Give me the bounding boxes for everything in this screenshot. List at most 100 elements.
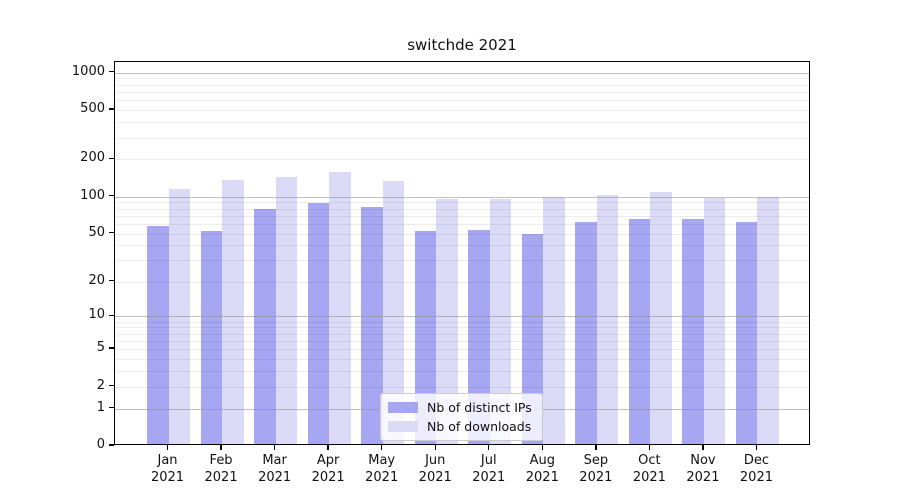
x-tick-label-feb: Feb 2021: [204, 453, 238, 485]
bar-downloads-nov: [703, 197, 726, 444]
x-tick-nov: [702, 445, 704, 450]
y-tick-label-0: 0: [96, 437, 105, 452]
bar-downloads-aug: [543, 197, 565, 444]
bar-distinct-ips-apr: [307, 203, 330, 444]
x-tick-label-jun: Jun 2021: [418, 453, 452, 485]
y-tick-label-200: 200: [80, 150, 105, 166]
bar-downloads-apr: [329, 171, 351, 444]
y-tick-0: [109, 444, 114, 446]
y-tick-500: [109, 108, 114, 110]
x-tick-apr: [327, 445, 329, 450]
y-tick-50: [109, 231, 114, 234]
x-tick-sep: [595, 445, 597, 450]
bar-downloads-jun: [436, 199, 458, 444]
legend-swatch-downloads: [388, 421, 418, 432]
bar-downloads-may: [382, 180, 405, 444]
gridline-1000: [115, 72, 809, 74]
y-tick-label-5: 5: [96, 340, 105, 356]
x-tick-label-apr: Apr 2021: [311, 453, 345, 485]
gridline-300: [115, 137, 809, 139]
x-tick-label-sep: Sep 2021: [579, 453, 613, 485]
legend-label-distinct-ips: Nb of distinct IPs: [427, 400, 532, 415]
x-tick-label-jul: Jul 2021: [472, 453, 506, 485]
bar-distinct-ips-sep: [575, 221, 597, 444]
bar-distinct-ips-jan: [147, 225, 169, 444]
bar-downloads-jul: [489, 198, 512, 444]
gridline-8: [115, 327, 809, 329]
y-tick-label-2: 2: [96, 377, 105, 393]
x-tick-jun: [434, 445, 436, 450]
x-tick-label-may: May 2021: [365, 453, 399, 485]
bar-distinct-ips-aug: [521, 233, 544, 444]
gridline-400: [115, 122, 809, 124]
gridline-80: [115, 208, 809, 210]
y-tick-1000: [109, 71, 114, 73]
gridline-4: [115, 359, 809, 361]
gridline-30: [115, 260, 809, 262]
bar-distinct-ips-jul: [468, 229, 490, 444]
x-tick-label-mar: Mar 2021: [258, 453, 292, 485]
gridline-10: [115, 316, 809, 318]
bar-distinct-ips-jun: [414, 230, 437, 444]
x-tick-label-nov: Nov 2021: [686, 453, 720, 485]
gridline-200: [115, 159, 809, 161]
x-tick-oct: [648, 445, 651, 450]
gridline-50: [115, 233, 809, 235]
bar-distinct-ips-mar: [254, 209, 276, 444]
x-tick-label-jan: Jan 2021: [150, 453, 185, 485]
gridline-2: [115, 386, 809, 388]
y-tick-200: [109, 157, 114, 160]
y-tick-2: [109, 384, 114, 387]
gridline-6: [115, 340, 809, 342]
gridline-100: [115, 196, 809, 198]
bar-distinct-ips-oct: [628, 219, 651, 444]
plot-area: Nb of distinct IPs Nb of downloads: [114, 61, 810, 445]
x-tick-label-aug: Aug 2021: [525, 453, 559, 485]
gridline-900: [115, 78, 809, 80]
y-tick-label-50: 50: [88, 224, 105, 240]
bar-downloads-sep: [596, 194, 619, 444]
y-tick-label-500: 500: [80, 101, 105, 117]
x-tick-dec: [755, 445, 758, 450]
legend-row-downloads: Nb of downloads: [388, 419, 532, 434]
y-tick-label-10: 10: [88, 307, 105, 323]
gridline-700: [115, 91, 809, 93]
chart-title: switchde 2021: [407, 36, 517, 54]
bar-distinct-ips-feb: [200, 230, 223, 444]
x-tick-aug: [541, 445, 543, 450]
bar-distinct-ips-may: [361, 206, 383, 444]
gridline-600: [115, 100, 809, 102]
gridline-90: [115, 202, 809, 204]
gridline-500: [115, 110, 809, 112]
bar-downloads-dec: [757, 197, 779, 444]
gridline-5: [115, 349, 809, 351]
y-tick-label-20: 20: [88, 272, 105, 288]
x-tick-label-dec: Dec 2021: [739, 453, 773, 485]
x-tick-may: [380, 445, 383, 450]
y-tick-20: [109, 279, 114, 282]
y-tick-100: [109, 194, 114, 197]
y-tick-label-1000: 1000: [71, 63, 105, 79]
x-tick-jan: [166, 445, 169, 450]
gridline-7: [115, 333, 809, 335]
bar-downloads-oct: [650, 191, 672, 444]
x-tick-jul: [488, 445, 490, 450]
bar-distinct-ips-nov: [682, 219, 704, 444]
x-tick-feb: [220, 445, 222, 450]
legend-label-downloads: Nb of downloads: [427, 419, 532, 434]
y-tick-label-1: 1: [96, 399, 105, 415]
bar-downloads-jan: [168, 188, 191, 444]
bar-downloads-mar: [275, 176, 298, 444]
legend-row-distinct-ips: Nb of distinct IPs: [388, 400, 532, 415]
gridline-9: [115, 321, 809, 323]
gridline-800: [115, 84, 809, 86]
bar-distinct-ips-dec: [735, 221, 758, 444]
x-tick-label-oct: Oct 2021: [632, 453, 666, 485]
legend-swatch-distinct-ips: [388, 402, 418, 413]
gridline-60: [115, 223, 809, 225]
y-tick-5: [109, 347, 114, 349]
y-tick-10: [109, 314, 114, 317]
gridline-70: [115, 215, 809, 217]
bar-downloads-feb: [222, 180, 244, 444]
